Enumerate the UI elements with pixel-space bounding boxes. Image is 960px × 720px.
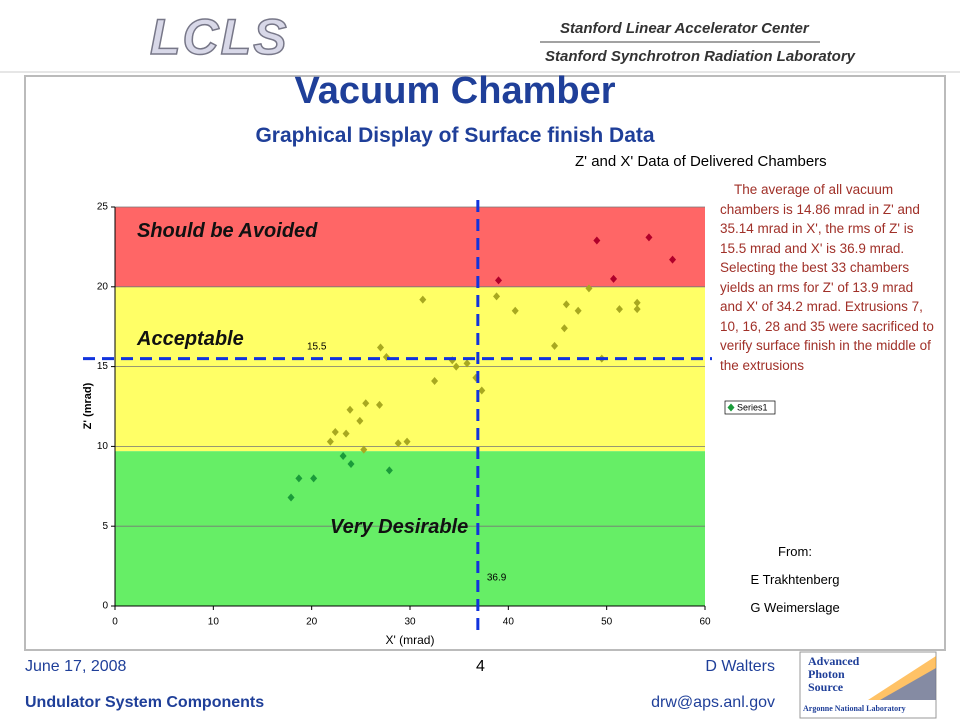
aps-text: Argonne National Laboratory bbox=[803, 704, 906, 713]
aps-rainbow bbox=[880, 668, 936, 700]
x-tick-label: 50 bbox=[601, 617, 613, 628]
y-tick-label: 15 bbox=[97, 361, 109, 372]
point bbox=[615, 305, 623, 314]
point bbox=[339, 451, 347, 460]
aps-text: Photon bbox=[808, 667, 845, 681]
credit: E Trakhtenberg bbox=[750, 572, 840, 587]
point bbox=[326, 437, 334, 446]
slide-title: Vacuum Chamber bbox=[294, 70, 616, 112]
x-tick-label: 60 bbox=[699, 617, 711, 628]
band-label: Acceptable bbox=[137, 328, 244, 350]
point bbox=[347, 459, 355, 468]
x-tick-label: 40 bbox=[503, 617, 515, 628]
band-label: Very Desirable bbox=[330, 516, 469, 538]
point bbox=[295, 474, 303, 483]
y-tick-label: 20 bbox=[97, 281, 109, 292]
credit: G Weimerslage bbox=[750, 600, 840, 615]
chart-title: Z' and X' Data of Delivered Chambers bbox=[575, 153, 827, 170]
footer-date: June 17, 2008 bbox=[25, 658, 127, 675]
point bbox=[385, 466, 393, 475]
y-tick-label: 10 bbox=[97, 441, 109, 452]
point bbox=[310, 474, 318, 483]
point bbox=[376, 400, 384, 409]
point bbox=[463, 359, 471, 368]
point bbox=[610, 274, 618, 283]
org-name: Stanford Synchrotron Radiation Laborator… bbox=[545, 48, 856, 65]
x-tick-label: 10 bbox=[208, 617, 220, 628]
reference-label: 36.9 bbox=[487, 573, 507, 584]
point bbox=[419, 295, 427, 304]
x-tick-label: 20 bbox=[306, 617, 318, 628]
footer-email: drw@aps.anl.gov bbox=[651, 694, 775, 711]
credit: From: bbox=[778, 544, 812, 559]
footer-topic: Undulator System Components bbox=[25, 694, 265, 711]
point bbox=[478, 386, 486, 395]
footer-author: D Walters bbox=[705, 658, 775, 675]
point bbox=[452, 362, 460, 371]
point bbox=[551, 341, 559, 350]
band bbox=[115, 451, 705, 606]
point bbox=[511, 306, 519, 315]
reference-label: 15.5 bbox=[307, 341, 327, 352]
aps-text: Source bbox=[808, 680, 844, 694]
point bbox=[360, 445, 368, 454]
point bbox=[669, 255, 677, 264]
lcls-logo: LCLS bbox=[149, 8, 289, 66]
point bbox=[356, 416, 364, 425]
point bbox=[560, 324, 568, 333]
x-axis-label: X' (mrad) bbox=[386, 633, 435, 647]
point bbox=[342, 429, 350, 438]
legend-swatch bbox=[727, 403, 735, 412]
point bbox=[331, 428, 339, 437]
point bbox=[495, 276, 502, 285]
note: The average of all vacuum chambers is 14… bbox=[720, 182, 934, 373]
point bbox=[346, 405, 354, 414]
band bbox=[115, 207, 705, 287]
point bbox=[377, 343, 384, 352]
y-tick-label: 25 bbox=[97, 202, 109, 213]
point bbox=[562, 300, 570, 309]
point bbox=[593, 236, 601, 245]
slide-subtitle: Graphical Display of Surface finish Data bbox=[255, 124, 655, 147]
point bbox=[574, 306, 582, 315]
point bbox=[362, 399, 370, 408]
legend bbox=[724, 400, 776, 415]
x-tick-label: 0 bbox=[112, 617, 118, 628]
band-label: Should be Avoided bbox=[137, 220, 318, 242]
y-tick-label: 5 bbox=[102, 521, 108, 532]
legend-label: Series1 bbox=[737, 402, 768, 412]
y-axis-label: Z' (mrad) bbox=[82, 382, 94, 429]
point bbox=[394, 439, 402, 448]
point bbox=[633, 298, 641, 307]
point bbox=[287, 493, 295, 502]
band bbox=[115, 286, 705, 452]
aps-text: Advanced bbox=[808, 654, 860, 668]
point bbox=[403, 437, 411, 446]
point bbox=[633, 305, 641, 314]
org-name: Stanford Linear Accelerator Center bbox=[560, 20, 809, 37]
x-tick-label: 30 bbox=[404, 617, 416, 628]
page-number: 4 bbox=[476, 658, 485, 675]
y-tick-label: 0 bbox=[102, 601, 108, 612]
point bbox=[493, 292, 501, 301]
point bbox=[585, 284, 593, 293]
point bbox=[645, 233, 653, 242]
point bbox=[431, 376, 439, 385]
